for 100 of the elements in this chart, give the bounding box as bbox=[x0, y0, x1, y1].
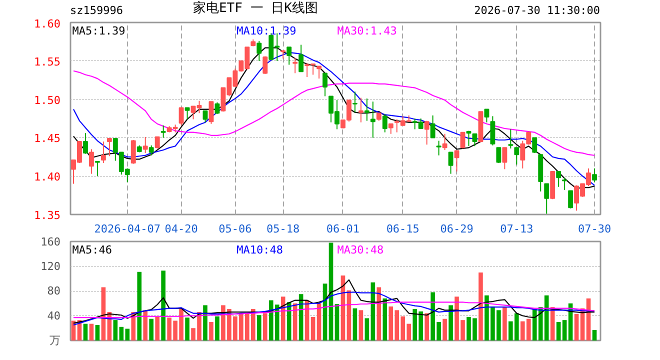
x-tick-label: 06-29 bbox=[440, 222, 474, 236]
candlestick bbox=[322, 72, 328, 97]
text: 2026-07-30 11:30:00 bbox=[474, 2, 600, 19]
candlestick bbox=[466, 130, 472, 147]
x-tick-label: 06-01 bbox=[326, 222, 360, 236]
x-tick-label: 2026-04-07 bbox=[94, 222, 161, 236]
candlestick bbox=[568, 190, 574, 209]
x-tick-label: 07-30 bbox=[578, 222, 612, 236]
candlestick bbox=[298, 44, 304, 72]
candlestick bbox=[94, 161, 100, 177]
candlestick bbox=[544, 183, 550, 214]
y-tick-label: 120 bbox=[40, 260, 61, 273]
bar bbox=[137, 272, 142, 340]
annotation: MA5:46 bbox=[72, 244, 112, 256]
chart-subtitle: sz159996 bbox=[70, 2, 123, 19]
bar bbox=[358, 310, 364, 340]
bar bbox=[478, 272, 483, 340]
candlestick bbox=[442, 133, 448, 150]
bar bbox=[143, 310, 148, 340]
candlestick bbox=[532, 137, 538, 154]
bar bbox=[83, 324, 88, 340]
bar bbox=[256, 315, 262, 340]
candlestick bbox=[514, 147, 520, 166]
candlestick bbox=[370, 101, 376, 138]
bar bbox=[556, 322, 561, 340]
candlestick bbox=[262, 56, 268, 74]
candlestick bbox=[352, 91, 358, 113]
candlestick bbox=[100, 141, 106, 164]
bar bbox=[364, 318, 370, 340]
candlestick bbox=[208, 101, 214, 124]
bar bbox=[280, 296, 286, 340]
candlestick bbox=[88, 148, 94, 174]
candlestick bbox=[142, 136, 148, 154]
y-tick-label: 1.60 bbox=[34, 18, 61, 30]
y-tick-label: 80 bbox=[47, 284, 61, 298]
candlestick bbox=[214, 102, 220, 114]
candlestick bbox=[502, 147, 508, 170]
bar bbox=[149, 318, 154, 340]
candlestick bbox=[430, 114, 436, 138]
candlestick bbox=[130, 140, 136, 164]
candlestick bbox=[424, 120, 430, 146]
candlestick bbox=[292, 57, 298, 74]
bar bbox=[262, 313, 268, 340]
annotation: MA10:48 bbox=[236, 244, 283, 256]
bar bbox=[334, 304, 340, 340]
y-tick-label: 40 bbox=[47, 309, 61, 322]
line-series bbox=[72, 302, 596, 318]
candlestick bbox=[256, 40, 262, 62]
chart-title: 家电ETF 一 日K线图 bbox=[192, 0, 319, 18]
line-series bbox=[72, 70, 596, 156]
candlestick bbox=[364, 98, 370, 122]
candlestick bbox=[448, 152, 454, 174]
annotation: MA30:48 bbox=[337, 244, 384, 256]
line-series bbox=[72, 292, 596, 326]
x-tick-label: 07-13 bbox=[500, 222, 534, 236]
y-tick-label: 1.55 bbox=[34, 55, 61, 68]
candlestick bbox=[316, 66, 322, 80]
bar bbox=[352, 308, 358, 340]
bar bbox=[95, 325, 100, 340]
candlestick bbox=[472, 133, 478, 147]
bar bbox=[161, 270, 166, 340]
x-tick-label: 06-15 bbox=[386, 222, 420, 236]
candlestick bbox=[508, 128, 514, 149]
candlestick bbox=[382, 113, 388, 133]
candlestick bbox=[82, 132, 88, 154]
x-tick-label: 05-18 bbox=[266, 222, 300, 236]
bar bbox=[185, 318, 190, 340]
y-tick-label: 160 bbox=[40, 236, 61, 248]
bar bbox=[448, 305, 453, 340]
annotation: MA10:1.39 bbox=[236, 24, 296, 38]
bar bbox=[89, 324, 94, 340]
x-tick-label: 05-06 bbox=[218, 222, 252, 236]
annotation: MA5:1.39 bbox=[72, 24, 126, 38]
candlestick bbox=[436, 140, 442, 156]
candlestick bbox=[484, 108, 490, 123]
line-series bbox=[72, 279, 596, 324]
x-tick-label: 04-20 bbox=[164, 222, 198, 236]
candlestick bbox=[496, 147, 502, 164]
candlestick bbox=[490, 116, 496, 146]
bar bbox=[592, 330, 597, 340]
y-tick-label: 1.35 bbox=[34, 209, 61, 222]
candlestick bbox=[106, 138, 112, 157]
candlestick bbox=[160, 124, 166, 138]
candlestick bbox=[556, 170, 562, 188]
bar bbox=[203, 305, 208, 340]
candlestick bbox=[460, 132, 466, 149]
bar bbox=[215, 316, 220, 340]
annotation: MA30:1.43 bbox=[337, 24, 397, 38]
bar bbox=[310, 316, 316, 340]
candlestick bbox=[592, 168, 597, 183]
candlestick bbox=[202, 110, 208, 123]
bar bbox=[574, 314, 579, 340]
y-tick-label: 1.50 bbox=[34, 94, 61, 107]
candlestick bbox=[358, 97, 364, 123]
candlestick bbox=[148, 144, 154, 156]
candlestick bbox=[178, 107, 184, 126]
bar bbox=[155, 316, 160, 340]
bar bbox=[562, 320, 567, 340]
candlestick bbox=[562, 177, 568, 190]
y-tick-label: 1.40 bbox=[34, 170, 61, 184]
